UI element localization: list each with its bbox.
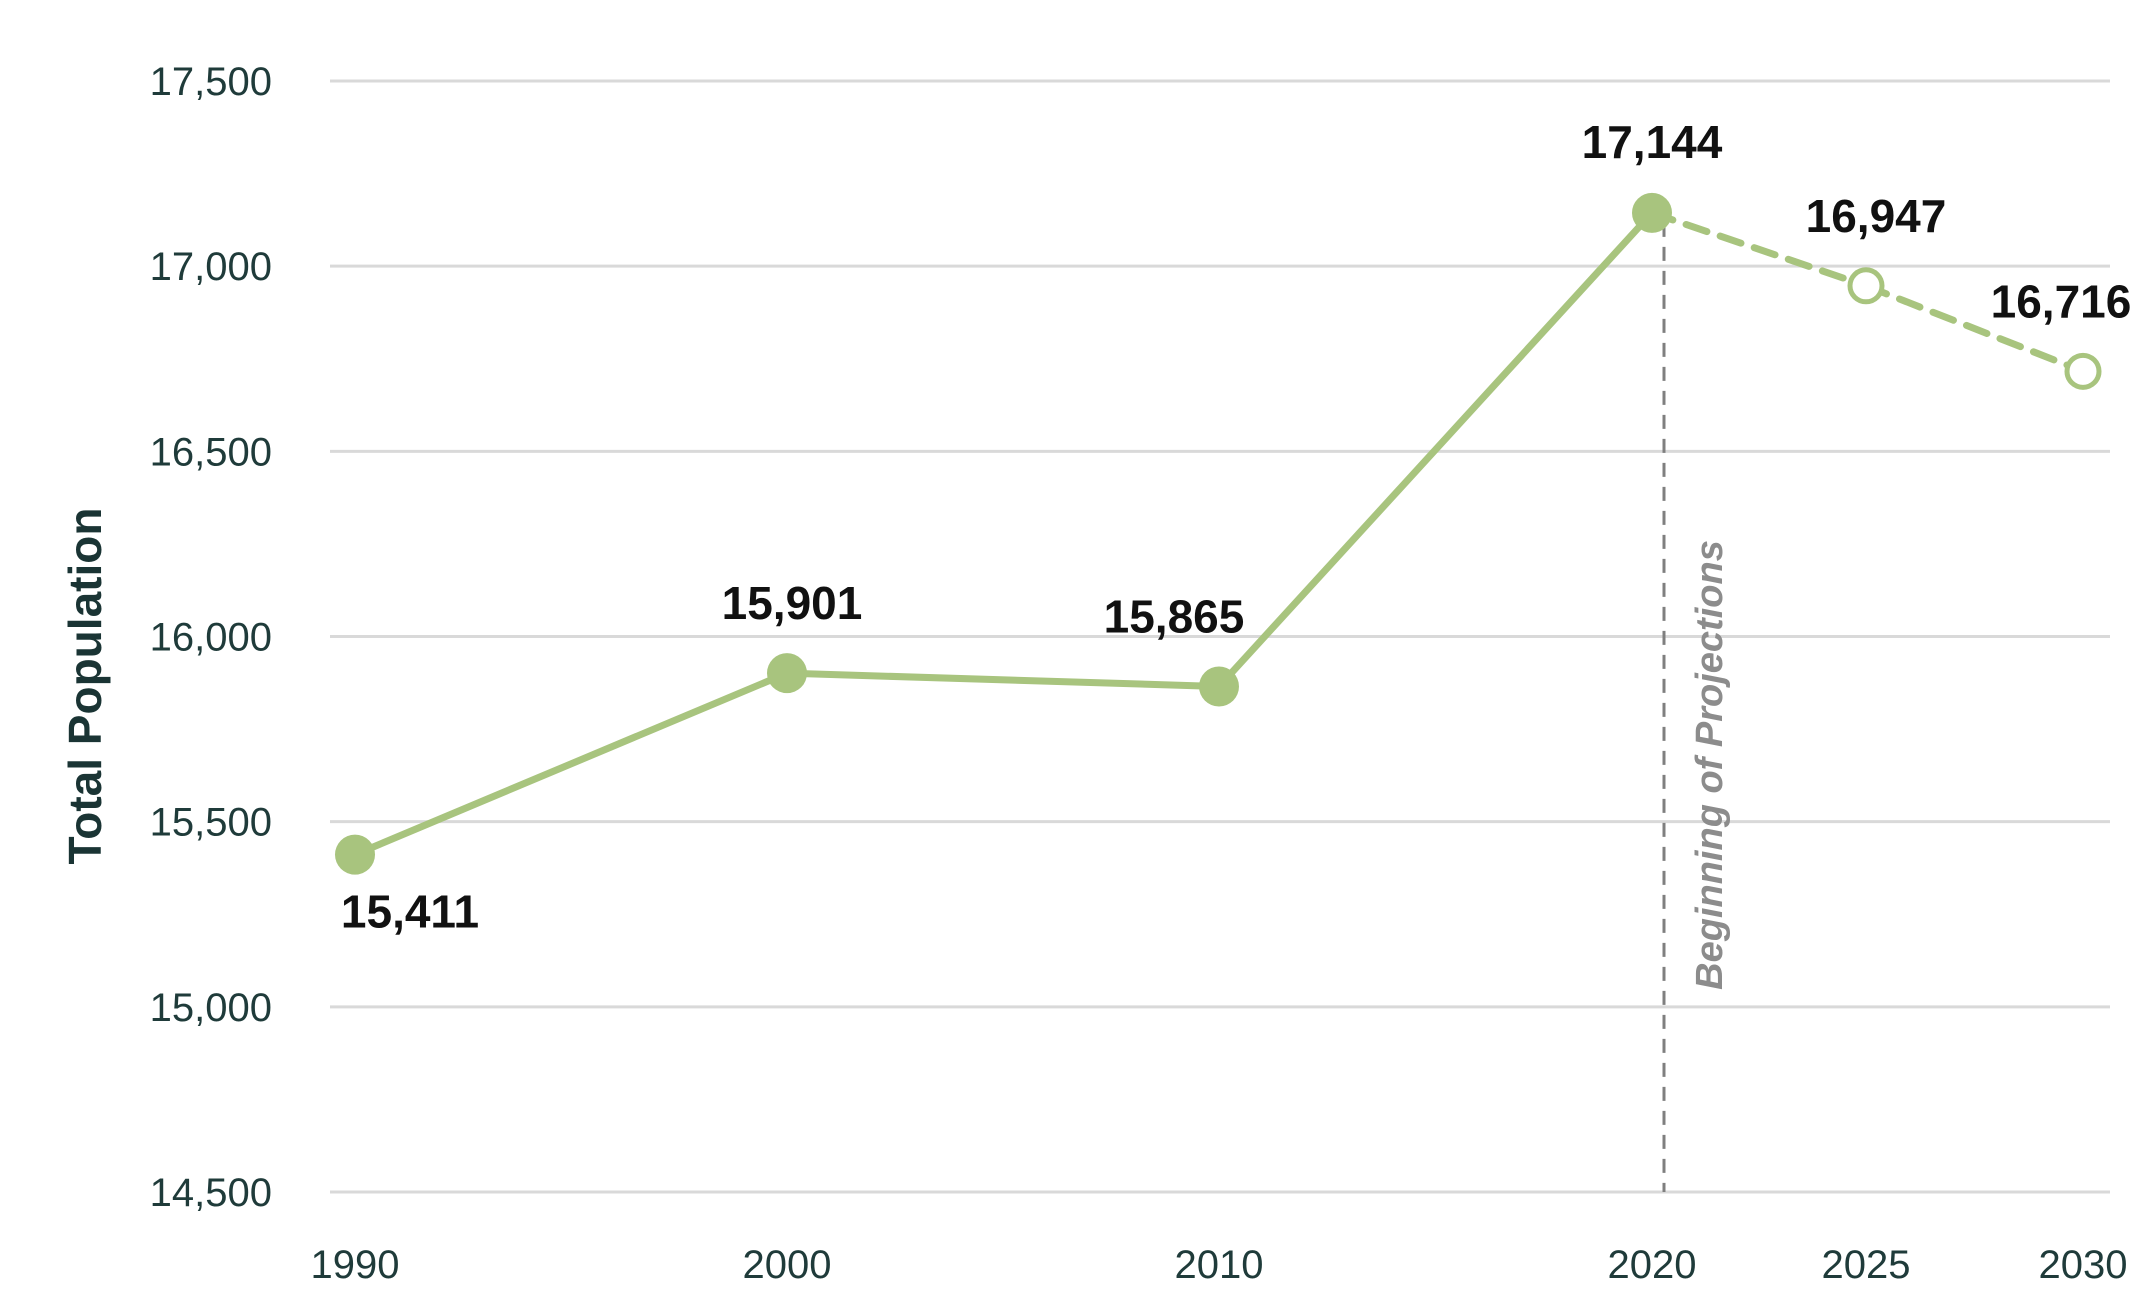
data-label: 16,947 bbox=[1806, 190, 1947, 242]
y-axis-ticks: 14,500 15,000 15,500 16,000 16,500 17,000 17,5… bbox=[150, 60, 272, 1215]
x-tick-label: 2000 bbox=[743, 1243, 832, 1287]
data-point bbox=[1199, 666, 1239, 707]
y-tick-label: 17,000 bbox=[150, 245, 272, 289]
x-tick-label: 2025 bbox=[1822, 1243, 1911, 1287]
line-segment bbox=[783, 669, 1223, 690]
x-tick-label: 2020 bbox=[1608, 1243, 1697, 1287]
data-point bbox=[1632, 192, 1672, 233]
projection-annotation: Beginning of Projections bbox=[1662, 222, 1731, 1192]
gridlines bbox=[330, 79, 2110, 1194]
projection-label: Beginning of Projections bbox=[1689, 540, 1731, 990]
data-point bbox=[335, 834, 375, 875]
data-point bbox=[767, 653, 807, 694]
line-segment bbox=[1215, 209, 1656, 690]
data-label: 17,144 bbox=[1582, 116, 1723, 168]
y-tick-label: 17,500 bbox=[150, 60, 272, 104]
projected-line-segment bbox=[1648, 209, 1870, 290]
data-label: 15,411 bbox=[341, 886, 479, 938]
series-points bbox=[335, 192, 2102, 875]
y-tick-label: 14,500 bbox=[150, 1171, 272, 1215]
projected-data-point bbox=[2064, 352, 2102, 390]
x-tick-label: 1990 bbox=[311, 1243, 400, 1287]
data-labels: 15,411 15,901 15,865 17,144 16,947 16,716 bbox=[341, 116, 2131, 938]
x-tick-label: 2010 bbox=[1175, 1243, 1264, 1287]
x-axis-ticks: 1990 2000 2010 2020 2025 2030 bbox=[311, 1243, 2128, 1287]
data-label: 16,716 bbox=[1991, 275, 2132, 327]
data-label: 15,865 bbox=[1104, 590, 1245, 642]
y-tick-label: 15,500 bbox=[150, 801, 272, 845]
y-tick-label: 16,000 bbox=[150, 616, 272, 660]
line-segment bbox=[351, 669, 791, 859]
data-label: 15,901 bbox=[722, 577, 863, 629]
y-axis-label: Total Population bbox=[59, 508, 111, 865]
x-tick-label: 2030 bbox=[2039, 1243, 2128, 1287]
projected-data-point bbox=[1847, 267, 1885, 305]
y-tick-label: 15,000 bbox=[150, 986, 272, 1030]
y-tick-label: 16,500 bbox=[150, 430, 272, 474]
projected-line-segment bbox=[1862, 282, 2087, 375]
series-lines bbox=[351, 209, 2087, 859]
